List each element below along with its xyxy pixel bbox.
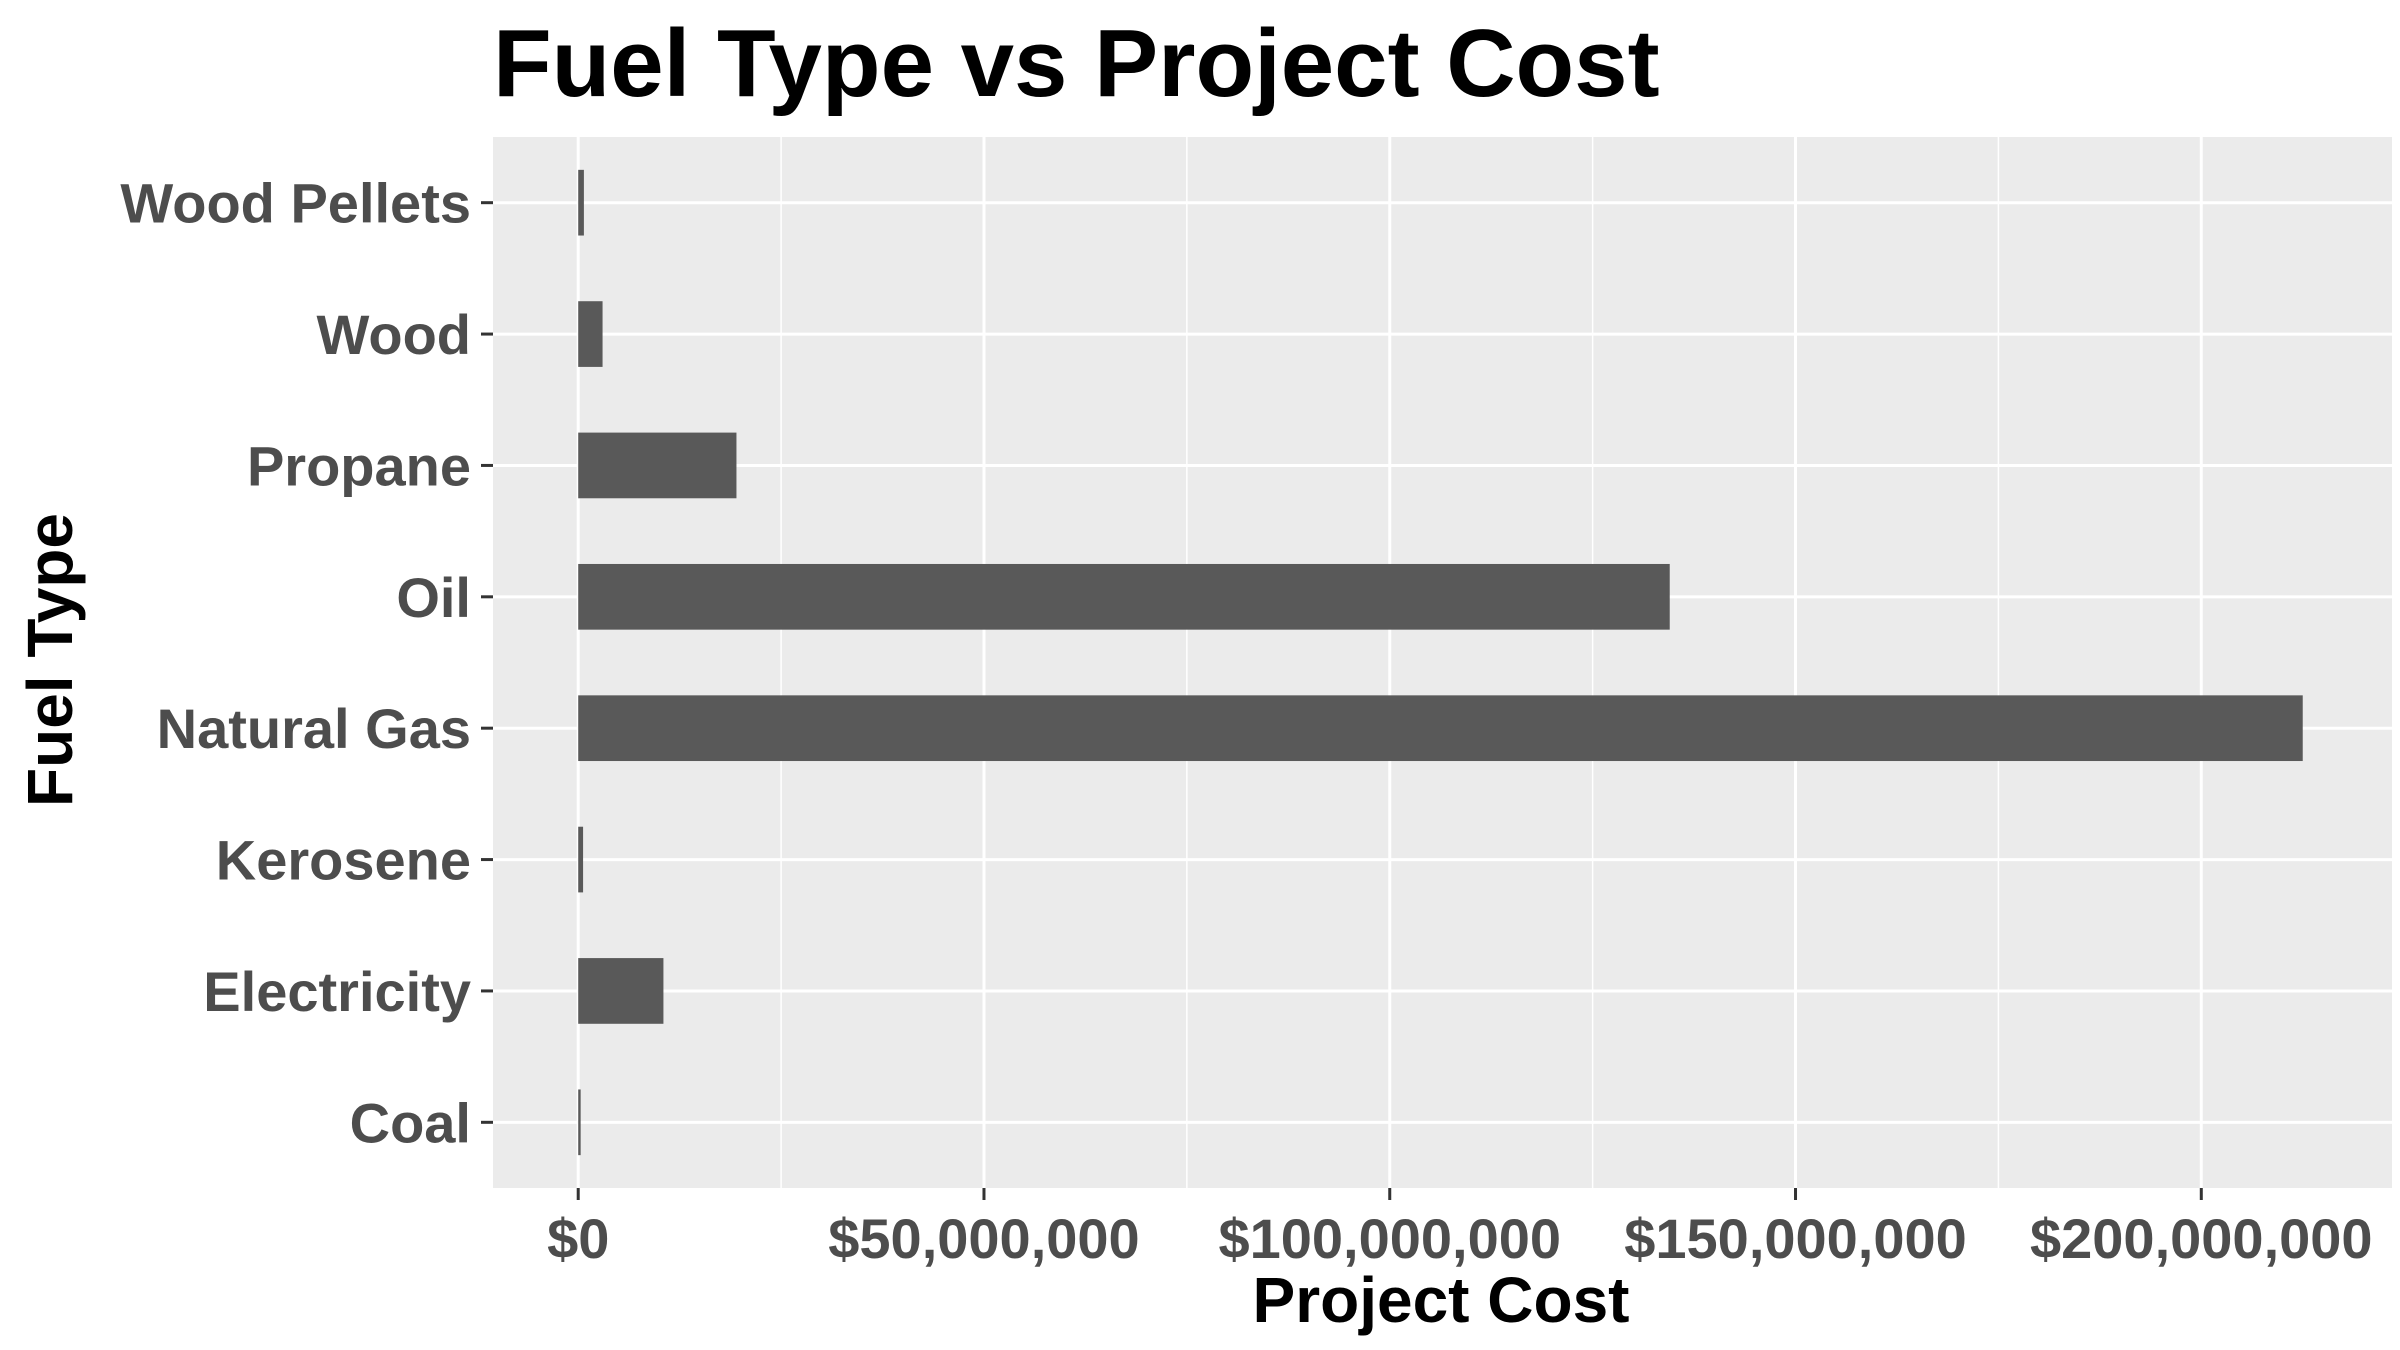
- y-tick-label: Coal: [350, 1091, 471, 1154]
- chart-title: Fuel Type vs Project Cost: [493, 10, 1660, 117]
- y-tick-label: Kerosene: [216, 829, 471, 892]
- x-axis: $0 $50,000,000 $100,000,000 $150,000,000 $20…: [547, 1188, 2373, 1270]
- x-tick-label: $200,000,000: [2030, 1207, 2373, 1270]
- y-tick-label: Wood Pellets: [120, 172, 471, 235]
- y-tick-label: Wood: [317, 303, 471, 366]
- bars: [578, 169, 2303, 1156]
- x-tick-label: $100,000,000: [1218, 1207, 1561, 1270]
- y-tick-label: Electricity: [203, 960, 471, 1023]
- plot-panel: [493, 137, 2392, 1188]
- bar: [578, 301, 603, 367]
- x-tick-label: $50,000,000: [828, 1207, 1139, 1270]
- bar: [578, 695, 2303, 762]
- x-axis-title: Project Cost: [1253, 1264, 1630, 1336]
- bar: [578, 432, 737, 499]
- bar: [578, 958, 664, 1024]
- x-tick-label: $0: [547, 1207, 609, 1270]
- bar: [578, 563, 1670, 630]
- bar: [578, 169, 584, 236]
- bar: [578, 826, 584, 893]
- bar: [578, 1089, 581, 1156]
- grid-minor: [780, 137, 2000, 1188]
- y-axis: Coal Electricity Kerosene Natural Gas Oil Pro…: [120, 172, 493, 1154]
- x-tick-label: $150,000,000: [1624, 1207, 1967, 1270]
- y-axis-title: Fuel Type: [14, 513, 86, 807]
- y-tick-label: Oil: [396, 566, 471, 629]
- y-tick-label: Natural Gas: [157, 697, 471, 760]
- y-tick-label: Propane: [247, 434, 471, 497]
